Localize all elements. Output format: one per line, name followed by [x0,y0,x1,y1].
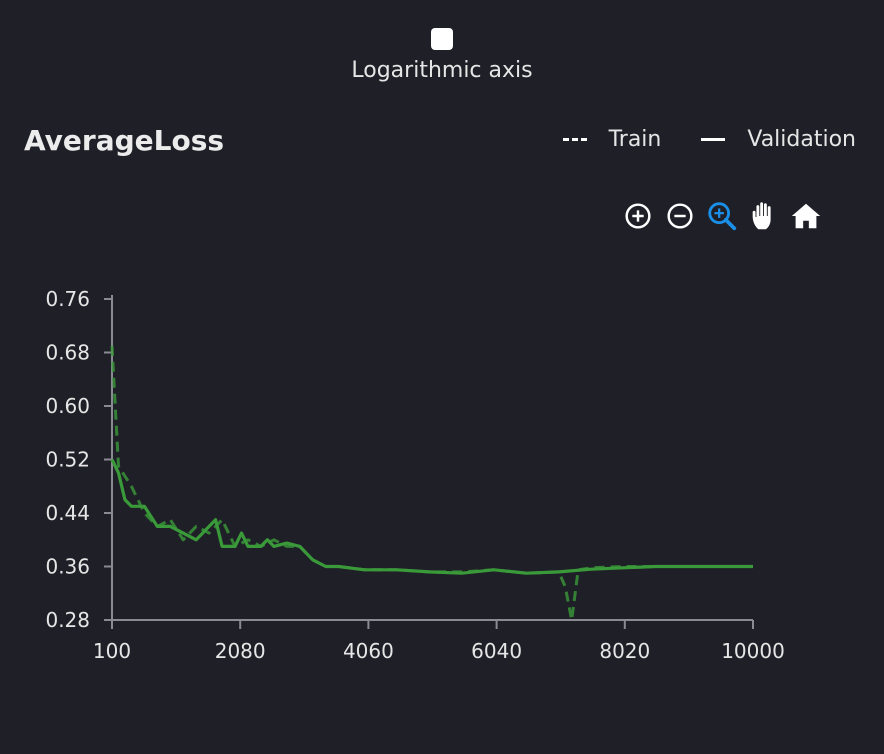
legend-item-validation[interactable]: Validation [701,127,856,152]
y-tick-label: 0.28 [45,608,90,632]
y-tick-label: 0.76 [45,287,90,311]
y-tick-label: 0.68 [45,341,90,365]
legend-validation-label: Validation [747,127,856,152]
zoom-in-button[interactable] [620,198,656,234]
legend-item-train[interactable]: Train [562,127,662,152]
log-axis-checkbox[interactable] [431,28,453,50]
series-line-train[interactable] [110,345,753,622]
x-tick-label: 100 [93,639,131,663]
chart-toolbar [620,198,830,234]
solid-line-swatch [701,138,726,141]
zoom-select-icon [708,202,737,231]
x-tick-label: 10000 [721,639,785,663]
zoom-out-icon [667,203,693,229]
log-axis-label: Logarithmic axis [351,58,533,83]
chart-title: AverageLoss [24,124,225,157]
x-tick-label: 8020 [599,639,650,663]
y-tick-label: 0.60 [45,394,90,418]
reset-home-button[interactable] [788,198,824,234]
x-tick-label: 6040 [471,639,522,663]
x-tick-label: 2080 [215,639,266,663]
series-line-validation[interactable] [110,458,753,575]
dashed-line-swatch [562,138,587,141]
chart-legend: Train Validation [562,127,856,152]
x-tick-label: 4060 [343,639,394,663]
log-axis-toggle[interactable]: Logarithmic axis [0,28,884,83]
zoom-in-icon [625,203,651,229]
zoom-out-button[interactable] [662,198,698,234]
chart-series [110,345,753,622]
zoom-select-button[interactable] [704,198,740,234]
pan-hand-icon [752,202,771,230]
y-tick-label: 0.52 [45,448,90,472]
y-tick-label: 0.36 [45,555,90,579]
home-icon [791,203,821,229]
pan-button[interactable] [746,198,782,234]
y-tick-label: 0.44 [45,501,90,525]
legend-train-label: Train [608,127,662,152]
